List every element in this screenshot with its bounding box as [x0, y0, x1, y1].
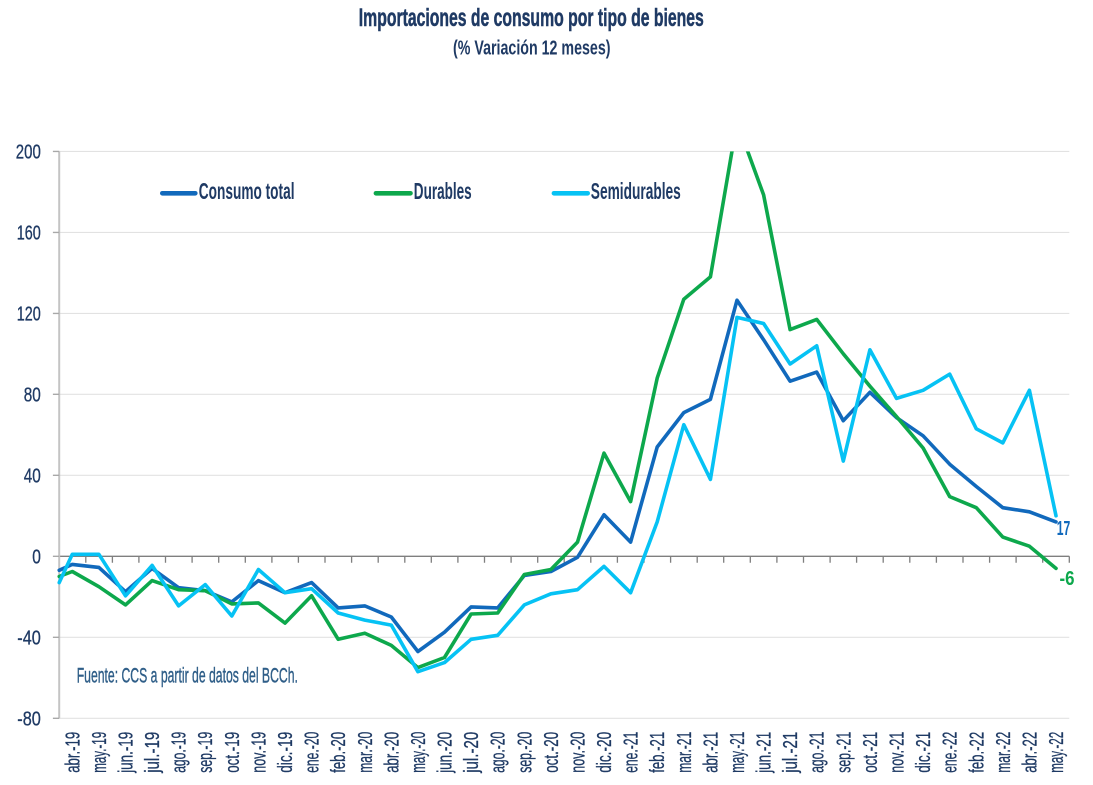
- svg-text:(% Variación 12 meses): (% Variación 12 meses): [453, 38, 611, 60]
- svg-text:dic.-19: dic.-19: [275, 732, 297, 773]
- svg-text:jul.-20: jul.-20: [461, 732, 483, 774]
- svg-text:-40: -40: [17, 627, 41, 649]
- svg-text:120: 120: [17, 304, 41, 326]
- svg-text:Semidurables: Semidurables: [591, 178, 681, 204]
- svg-text:oct.-19: oct.-19: [222, 732, 244, 773]
- svg-text:Consumo total: Consumo total: [199, 178, 295, 204]
- svg-text:feb.-22: feb.-22: [966, 732, 988, 773]
- svg-text:ago.-20: ago.-20: [488, 732, 510, 773]
- svg-text:0: 0: [32, 547, 41, 569]
- svg-text:17: 17: [1057, 518, 1071, 540]
- svg-text:ago.-21: ago.-21: [807, 732, 829, 773]
- svg-text:nov.-19: nov.-19: [248, 732, 270, 773]
- svg-text:sep.-20: sep.-20: [514, 732, 536, 773]
- svg-text:nov.-20: nov.-20: [568, 732, 590, 773]
- svg-text:abr.-20: abr.-20: [381, 732, 403, 773]
- svg-text:40: 40: [24, 466, 41, 488]
- svg-text:sep.-19: sep.-19: [195, 732, 217, 773]
- svg-text:dic.-20: dic.-20: [594, 732, 616, 773]
- svg-text:may.-20: may.-20: [408, 732, 430, 773]
- svg-text:Durables: Durables: [414, 178, 472, 204]
- svg-text:Importaciones de consumo por t: Importaciones de consumo por tipo de bie…: [359, 4, 704, 32]
- svg-text:mar.-21: mar.-21: [674, 732, 696, 773]
- svg-text:sep.-21: sep.-21: [833, 732, 855, 773]
- svg-text:nov.-21: nov.-21: [887, 732, 909, 773]
- svg-text:mar.-20: mar.-20: [355, 732, 377, 773]
- svg-text:abr.-19: abr.-19: [62, 732, 84, 773]
- svg-text:jun.-20: jun.-20: [435, 732, 457, 774]
- svg-text:may.-21: may.-21: [727, 732, 749, 773]
- svg-text:Fuente: CCS a partir de datos: Fuente: CCS a partir de datos del BCCh.: [77, 665, 298, 688]
- svg-text:160: 160: [17, 223, 41, 245]
- svg-text:oct.-20: oct.-20: [541, 732, 563, 773]
- svg-text:jul.-19: jul.-19: [142, 732, 164, 774]
- svg-text:-6: -6: [1060, 568, 1075, 590]
- svg-text:jul.-21: jul.-21: [780, 732, 802, 774]
- svg-text:oct.-21: oct.-21: [860, 732, 882, 773]
- svg-text:ene.-20: ene.-20: [302, 732, 324, 773]
- svg-text:may.-19: may.-19: [89, 732, 111, 773]
- svg-text:ene.-21: ene.-21: [621, 732, 643, 773]
- svg-text:feb.-21: feb.-21: [647, 732, 669, 773]
- svg-text:dic.-21: dic.-21: [913, 732, 935, 773]
- svg-text:mar.-22: mar.-22: [993, 732, 1015, 773]
- svg-text:jun.-19: jun.-19: [116, 732, 138, 774]
- svg-text:ene.-22: ene.-22: [940, 732, 962, 773]
- svg-text:feb.-20: feb.-20: [328, 732, 350, 773]
- svg-text:abr.-21: abr.-21: [700, 732, 722, 773]
- svg-text:may.-22: may.-22: [1046, 732, 1068, 773]
- svg-text:ago.-19: ago.-19: [169, 732, 191, 773]
- svg-text:abr.-22: abr.-22: [1019, 732, 1041, 773]
- svg-text:-80: -80: [17, 708, 41, 730]
- svg-text:200: 200: [16, 142, 41, 164]
- svg-text:jun.-21: jun.-21: [754, 732, 776, 774]
- svg-text:80: 80: [24, 385, 41, 407]
